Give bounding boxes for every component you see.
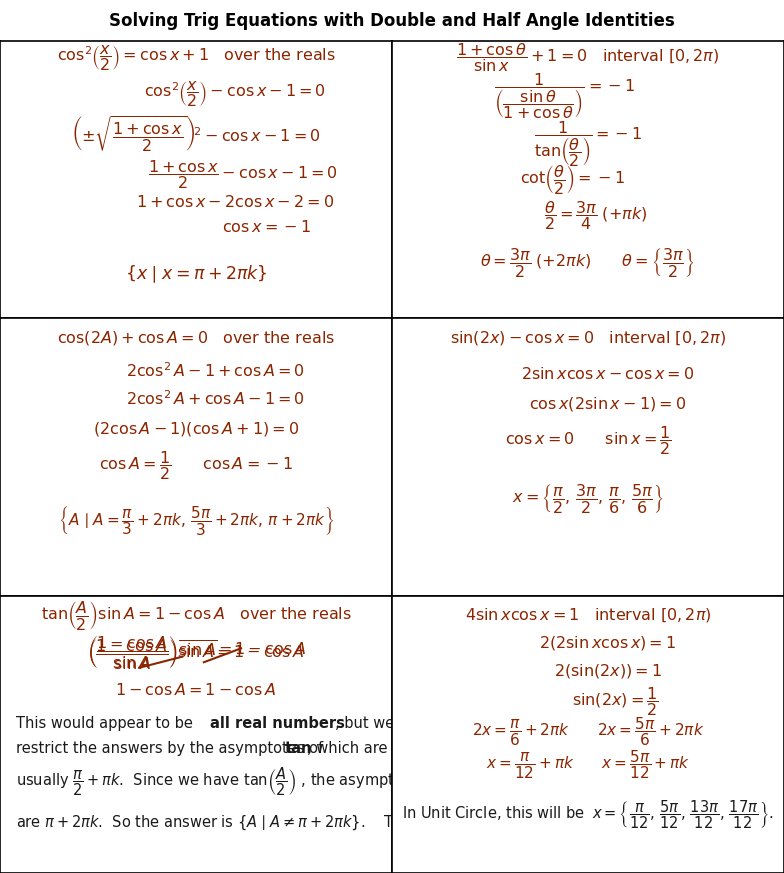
Text: tan: tan	[285, 740, 313, 756]
Text: $\cos x(2\sin x-1)=0$: $\cos x(2\sin x-1)=0$	[529, 395, 686, 413]
Text: $x=\dfrac{\pi}{12}+\pi k\qquad x=\dfrac{5\pi}{12}+\pi k$: $x=\dfrac{\pi}{12}+\pi k\qquad x=\dfrac{…	[486, 748, 690, 781]
Text: $\left\{A\mid A=\dfrac{\pi}{3}+2\pi k,\,\dfrac{5\pi}{3}+2\pi k,\,\pi+2\pi k\righ: $\left\{A\mid A=\dfrac{\pi}{3}+2\pi k,\,…	[58, 505, 334, 537]
Text: $\cos^2\!\left(\dfrac{x}{2}\right)=\cos x+1$   over the reals: $\cos^2\!\left(\dfrac{x}{2}\right)=\cos …	[56, 43, 336, 72]
Text: Solving Trig Equations with Double and Half Angle Identities: Solving Trig Equations with Double and H…	[109, 11, 675, 30]
Text: $\sin(2x)-\cos x=0$   interval $[0,2\pi)$: $\sin(2x)-\cos x=0$ interval $[0,2\pi)$	[450, 329, 726, 347]
Text: This would appear to be: This would appear to be	[16, 716, 198, 731]
Text: $(2\cos A-1)(\cos A+1)=0$: $(2\cos A-1)(\cos A+1)=0$	[93, 420, 299, 438]
Text: $\cos x=-1$: $\cos x=-1$	[222, 219, 311, 235]
Text: $\cot\!\left(\dfrac{\theta}{2}\right)=-1$: $\cot\!\left(\dfrac{\theta}{2}\right)=-1…	[520, 163, 625, 196]
Text: $2(\sin(2x))=1$: $2(\sin(2x))=1$	[554, 662, 662, 679]
Text: usually $\dfrac{\pi}{2}+\pi k$.  Since we have $\tan\!\left(\dfrac{A}{2}\right)$: usually $\dfrac{\pi}{2}+\pi k$. Since we…	[16, 766, 426, 798]
Text: , but we have to: , but we have to	[335, 716, 454, 731]
Text: $2\cos^2 A+\cos A-1=0$: $2\cos^2 A+\cos A-1=0$	[126, 389, 305, 409]
Text: $\left(\pm\sqrt{\dfrac{1+\cos x}{2}}\right)^{\!2}-\cos x-1=0$: $\left(\pm\sqrt{\dfrac{1+\cos x}{2}}\rig…	[71, 115, 321, 155]
Text: $4\sin x\cos x=1$   interval $[0,2\pi)$: $4\sin x\cos x=1$ interval $[0,2\pi)$	[465, 606, 711, 624]
Text: $\theta=\dfrac{3\pi}{2}\;(+2\pi k)\qquad\theta=\left\{\dfrac{3\pi}{2}\right\}$: $\theta=\dfrac{3\pi}{2}\;(+2\pi k)\qquad…	[481, 246, 695, 279]
Text: $1+\cos x-2\cos x-2=0$: $1+\cos x-2\cos x-2=0$	[136, 194, 334, 210]
Text: $\left(\dfrac{1-\cos A}{\sin A}\right)\sin A=1-\cos A$: $\left(\dfrac{1-\cos A}{\sin A}\right)\s…	[87, 637, 305, 670]
Text: $\dfrac{1+\cos\theta}{\sin x}+1=0$   interval $[0,2\pi)$: $\dfrac{1+\cos\theta}{\sin x}+1=0$ inter…	[456, 41, 720, 74]
Text: $\dfrac{\theta}{2}=\dfrac{3\pi}{4}\;(+\pi k)$: $\dfrac{\theta}{2}=\dfrac{3\pi}{4}\;(+\p…	[544, 199, 648, 232]
Text: $2\cos^2 A-1+\cos A=0$: $2\cos^2 A-1+\cos A=0$	[126, 361, 305, 381]
Text: restrict the answers by the asymptotes of: restrict the answers by the asymptotes o…	[16, 740, 328, 756]
Text: $2\sin x\cos x-\cos x=0$: $2\sin x\cos x-\cos x=0$	[521, 366, 695, 382]
Text: $\left(\dfrac{1-\cos A}{\overline{\sin A}}\right)\overline{\sin A}=1-\cos A$: $\left(\dfrac{1-\cos A}{\overline{\sin A…	[86, 636, 306, 672]
Text: , which are: , which are	[307, 740, 387, 756]
Text: $\dfrac{1}{\left(\dfrac{\sin\theta}{1+\cos\theta}\right)}=-1$: $\dfrac{1}{\left(\dfrac{\sin\theta}{1+\c…	[494, 72, 635, 121]
Text: $2(2\sin x\cos x)=1$: $2(2\sin x\cos x)=1$	[539, 634, 677, 652]
Text: all real numbers: all real numbers	[209, 716, 345, 731]
Text: $\tan\!\left(\dfrac{A}{2}\right)\sin A=1-\cos A$   over the reals: $\tan\!\left(\dfrac{A}{2}\right)\sin A=1…	[41, 599, 351, 631]
Text: $\cos^2\!\left(\dfrac{x}{2}\right)-\cos x-1=0$: $\cos^2\!\left(\dfrac{x}{2}\right)-\cos …	[144, 79, 326, 109]
Text: $\sin(2x)=\dfrac{1}{2}$: $\sin(2x)=\dfrac{1}{2}$	[572, 684, 659, 718]
Text: In Unit Circle, this will be $\;x=\left\{\dfrac{\pi}{12},\,\dfrac{5\pi}{12},\,\d: In Unit Circle, this will be $\;x=\left\…	[402, 799, 774, 831]
Text: $\cos x=0\qquad\sin x=\dfrac{1}{2}$: $\cos x=0\qquad\sin x=\dfrac{1}{2}$	[505, 424, 671, 457]
Text: $2x=\dfrac{\pi}{6}+2\pi k\qquad 2x=\dfrac{5\pi}{6}+2\pi k$: $2x=\dfrac{\pi}{6}+2\pi k\qquad 2x=\dfra…	[472, 715, 704, 748]
Text: $\cos(2A)+\cos A=0$   over the reals: $\cos(2A)+\cos A=0$ over the reals	[57, 329, 335, 347]
Text: $1-\cos A=1-\cos A$: $1-\cos A=1-\cos A$	[115, 682, 277, 698]
Text: $\cos A=\dfrac{1}{2}\qquad\cos A=-1$: $\cos A=\dfrac{1}{2}\qquad\cos A=-1$	[99, 449, 293, 482]
Text: $x=\left\{\dfrac{\pi}{2},\,\dfrac{3\pi}{2},\,\dfrac{\pi}{6},\,\dfrac{5\pi}{6}\ri: $x=\left\{\dfrac{\pi}{2},\,\dfrac{3\pi}{…	[512, 482, 664, 515]
Text: are $\pi+2\pi k$.  So the answer is $\{A\mid A\neq\pi+2\pi k\}$.    Tricky!: are $\pi+2\pi k$. So the answer is $\{A\…	[16, 814, 433, 832]
Text: $\dfrac{1}{\tan\!\left(\dfrac{\theta}{2}\right)}=-1$: $\dfrac{1}{\tan\!\left(\dfrac{\theta}{2}…	[534, 119, 642, 168]
Text: $\{x\mid x=\pi+2\pi k\}$: $\{x\mid x=\pi+2\pi k\}$	[125, 264, 267, 285]
Text: $\dfrac{1+\cos x}{2}-\cos x-1=0$: $\dfrac{1+\cos x}{2}-\cos x-1=0$	[148, 158, 338, 190]
